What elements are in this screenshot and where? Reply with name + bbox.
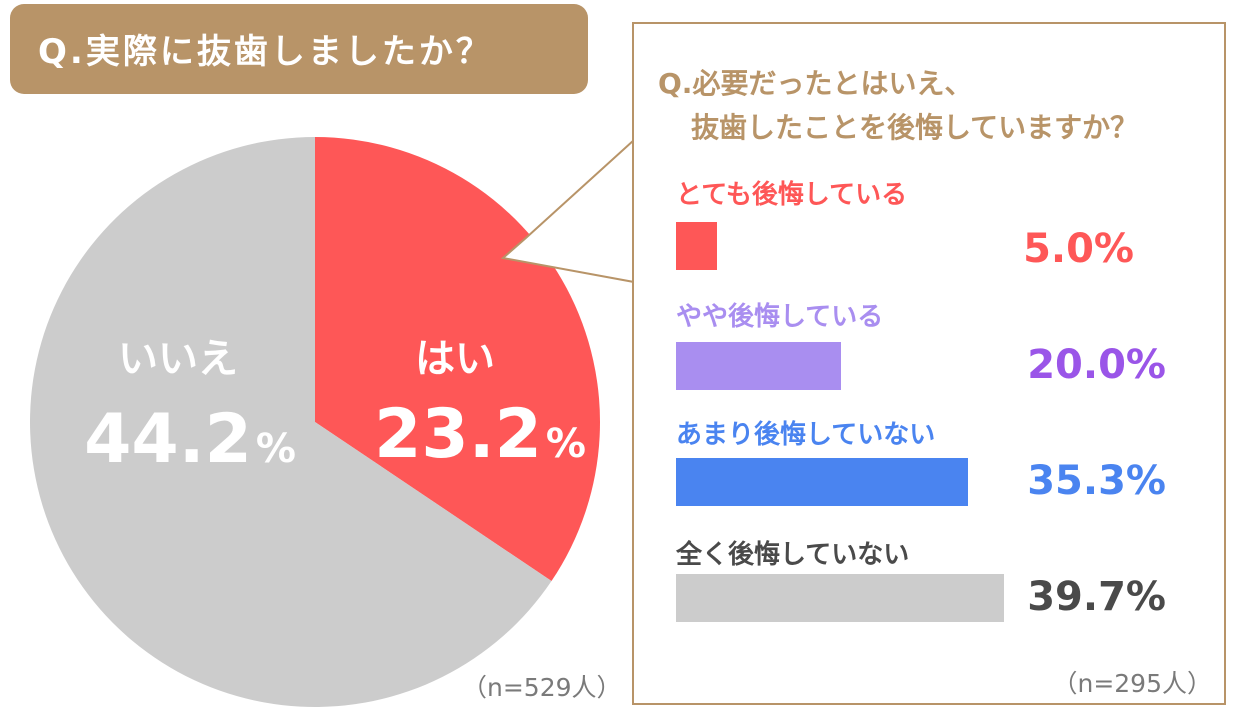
pie-slice-no [30, 137, 552, 707]
pie-sample-size: （n=529人） [462, 673, 622, 702]
followup-title-line1: Q.必要だったとはいえ、 [658, 67, 973, 100]
bar-value-label: 5.0% [1023, 226, 1134, 272]
followup-panel: Q.必要だったとはいえ、 抜歯したことを後悔していますか？ とても後悔している 5… [632, 22, 1226, 705]
followup-title-line2: 抜歯したことを後悔していますか？ [691, 111, 1139, 144]
bar-value-label: 20.0% [1027, 342, 1166, 388]
pie-pct-no: % [256, 426, 296, 472]
pie-value-yes: 23.2 [374, 395, 542, 474]
bar-label: あまり後悔していない [676, 420, 936, 450]
pie-pct-yes: % [546, 421, 586, 467]
bar-label: 全く後悔していない [676, 540, 910, 570]
bar-value-label: 39.7% [1027, 574, 1166, 620]
title-banner: Q.実際に抜歯しましたか？ [10, 4, 588, 94]
bar-label: やや後悔している [676, 302, 884, 332]
followup-title: Q.必要だったとはいえ、 抜歯したことを後悔していますか？ [658, 62, 1218, 150]
bar [676, 342, 842, 390]
chart-title: Q.実際に抜歯しましたか？ [38, 32, 493, 72]
bar [676, 458, 968, 506]
pie-value-no: 44.2 [84, 400, 252, 479]
pie-label-no: いいえ [118, 336, 238, 382]
bar [676, 222, 718, 270]
bar [676, 574, 1004, 622]
pie-label-yes: はい [415, 336, 495, 382]
bar-label: とても後悔している [676, 180, 908, 210]
bar-value-label: 35.3% [1027, 458, 1166, 504]
bar-sample-size: （n=295人） [1052, 669, 1212, 698]
callout-pointer [500, 137, 635, 284]
